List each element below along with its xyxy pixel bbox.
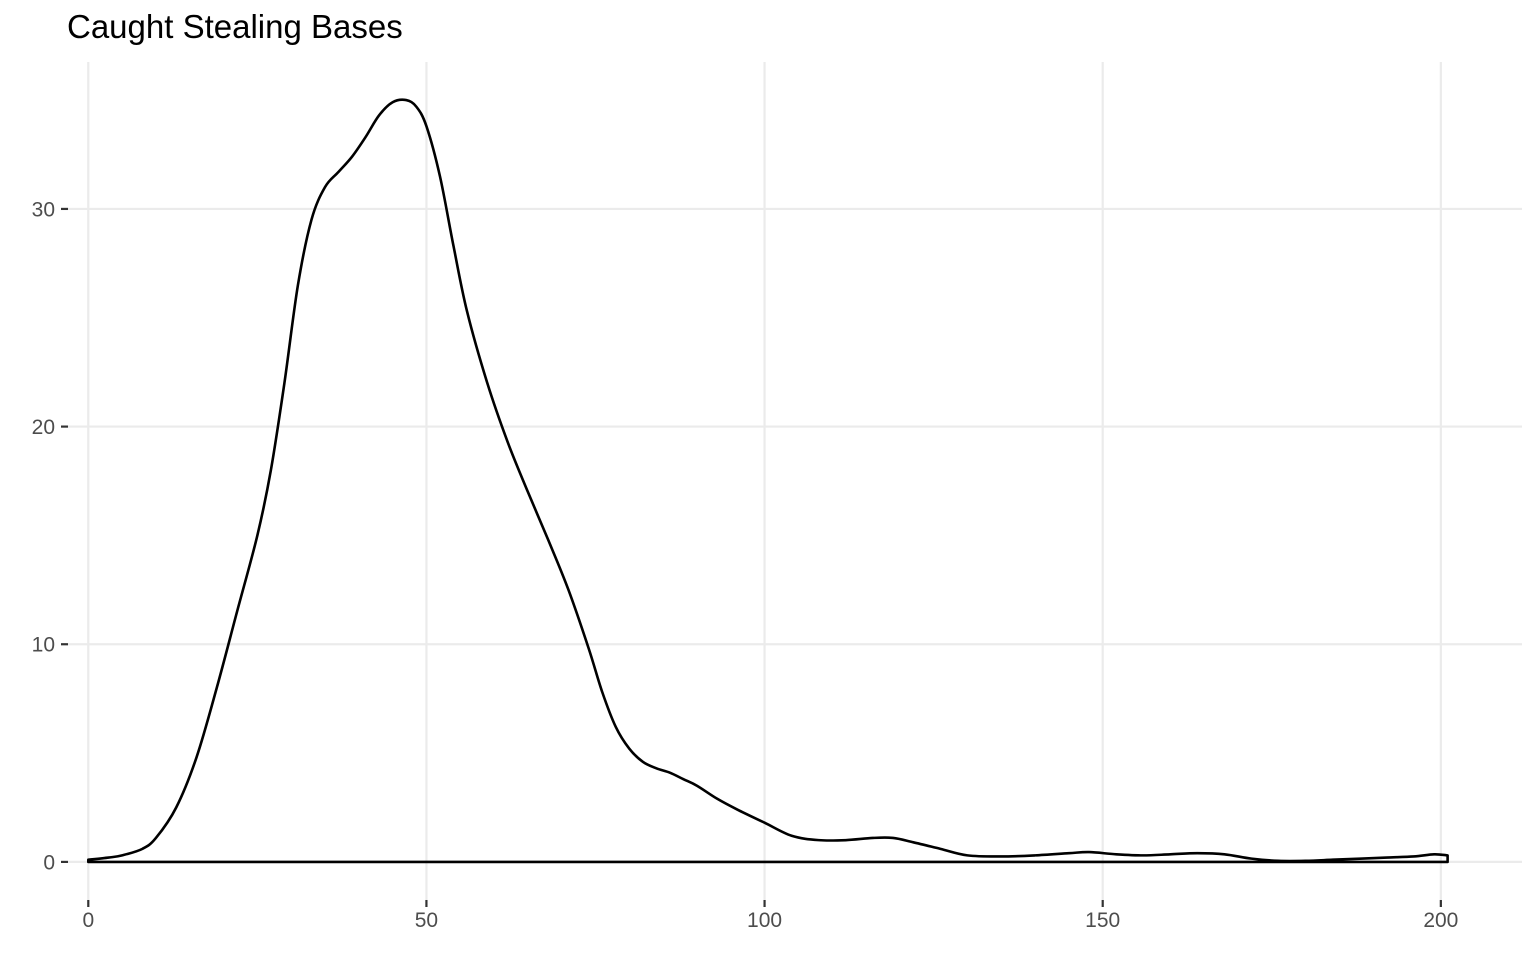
y-tick-label-30: 30	[32, 198, 55, 221]
grid-layer	[68, 62, 1522, 900]
x-tick-label-150: 150	[1085, 909, 1120, 932]
data-layer	[86, 98, 1449, 864]
x-tick-label-0: 0	[82, 909, 94, 932]
x-tick-label-50: 50	[415, 909, 438, 932]
density-curve	[86, 98, 1449, 864]
y-tick-label-0: 0	[43, 851, 55, 874]
y-tick-label-10: 10	[32, 634, 55, 657]
x-tick-label-100: 100	[747, 909, 782, 932]
y-tick-label-20: 20	[32, 416, 55, 439]
axis-layer: 0 10 20 30 0 50 100 150 200	[32, 198, 1459, 932]
chart-title: Caught Stealing Bases	[67, 8, 403, 45]
x-tick-label-200: 200	[1423, 909, 1458, 932]
